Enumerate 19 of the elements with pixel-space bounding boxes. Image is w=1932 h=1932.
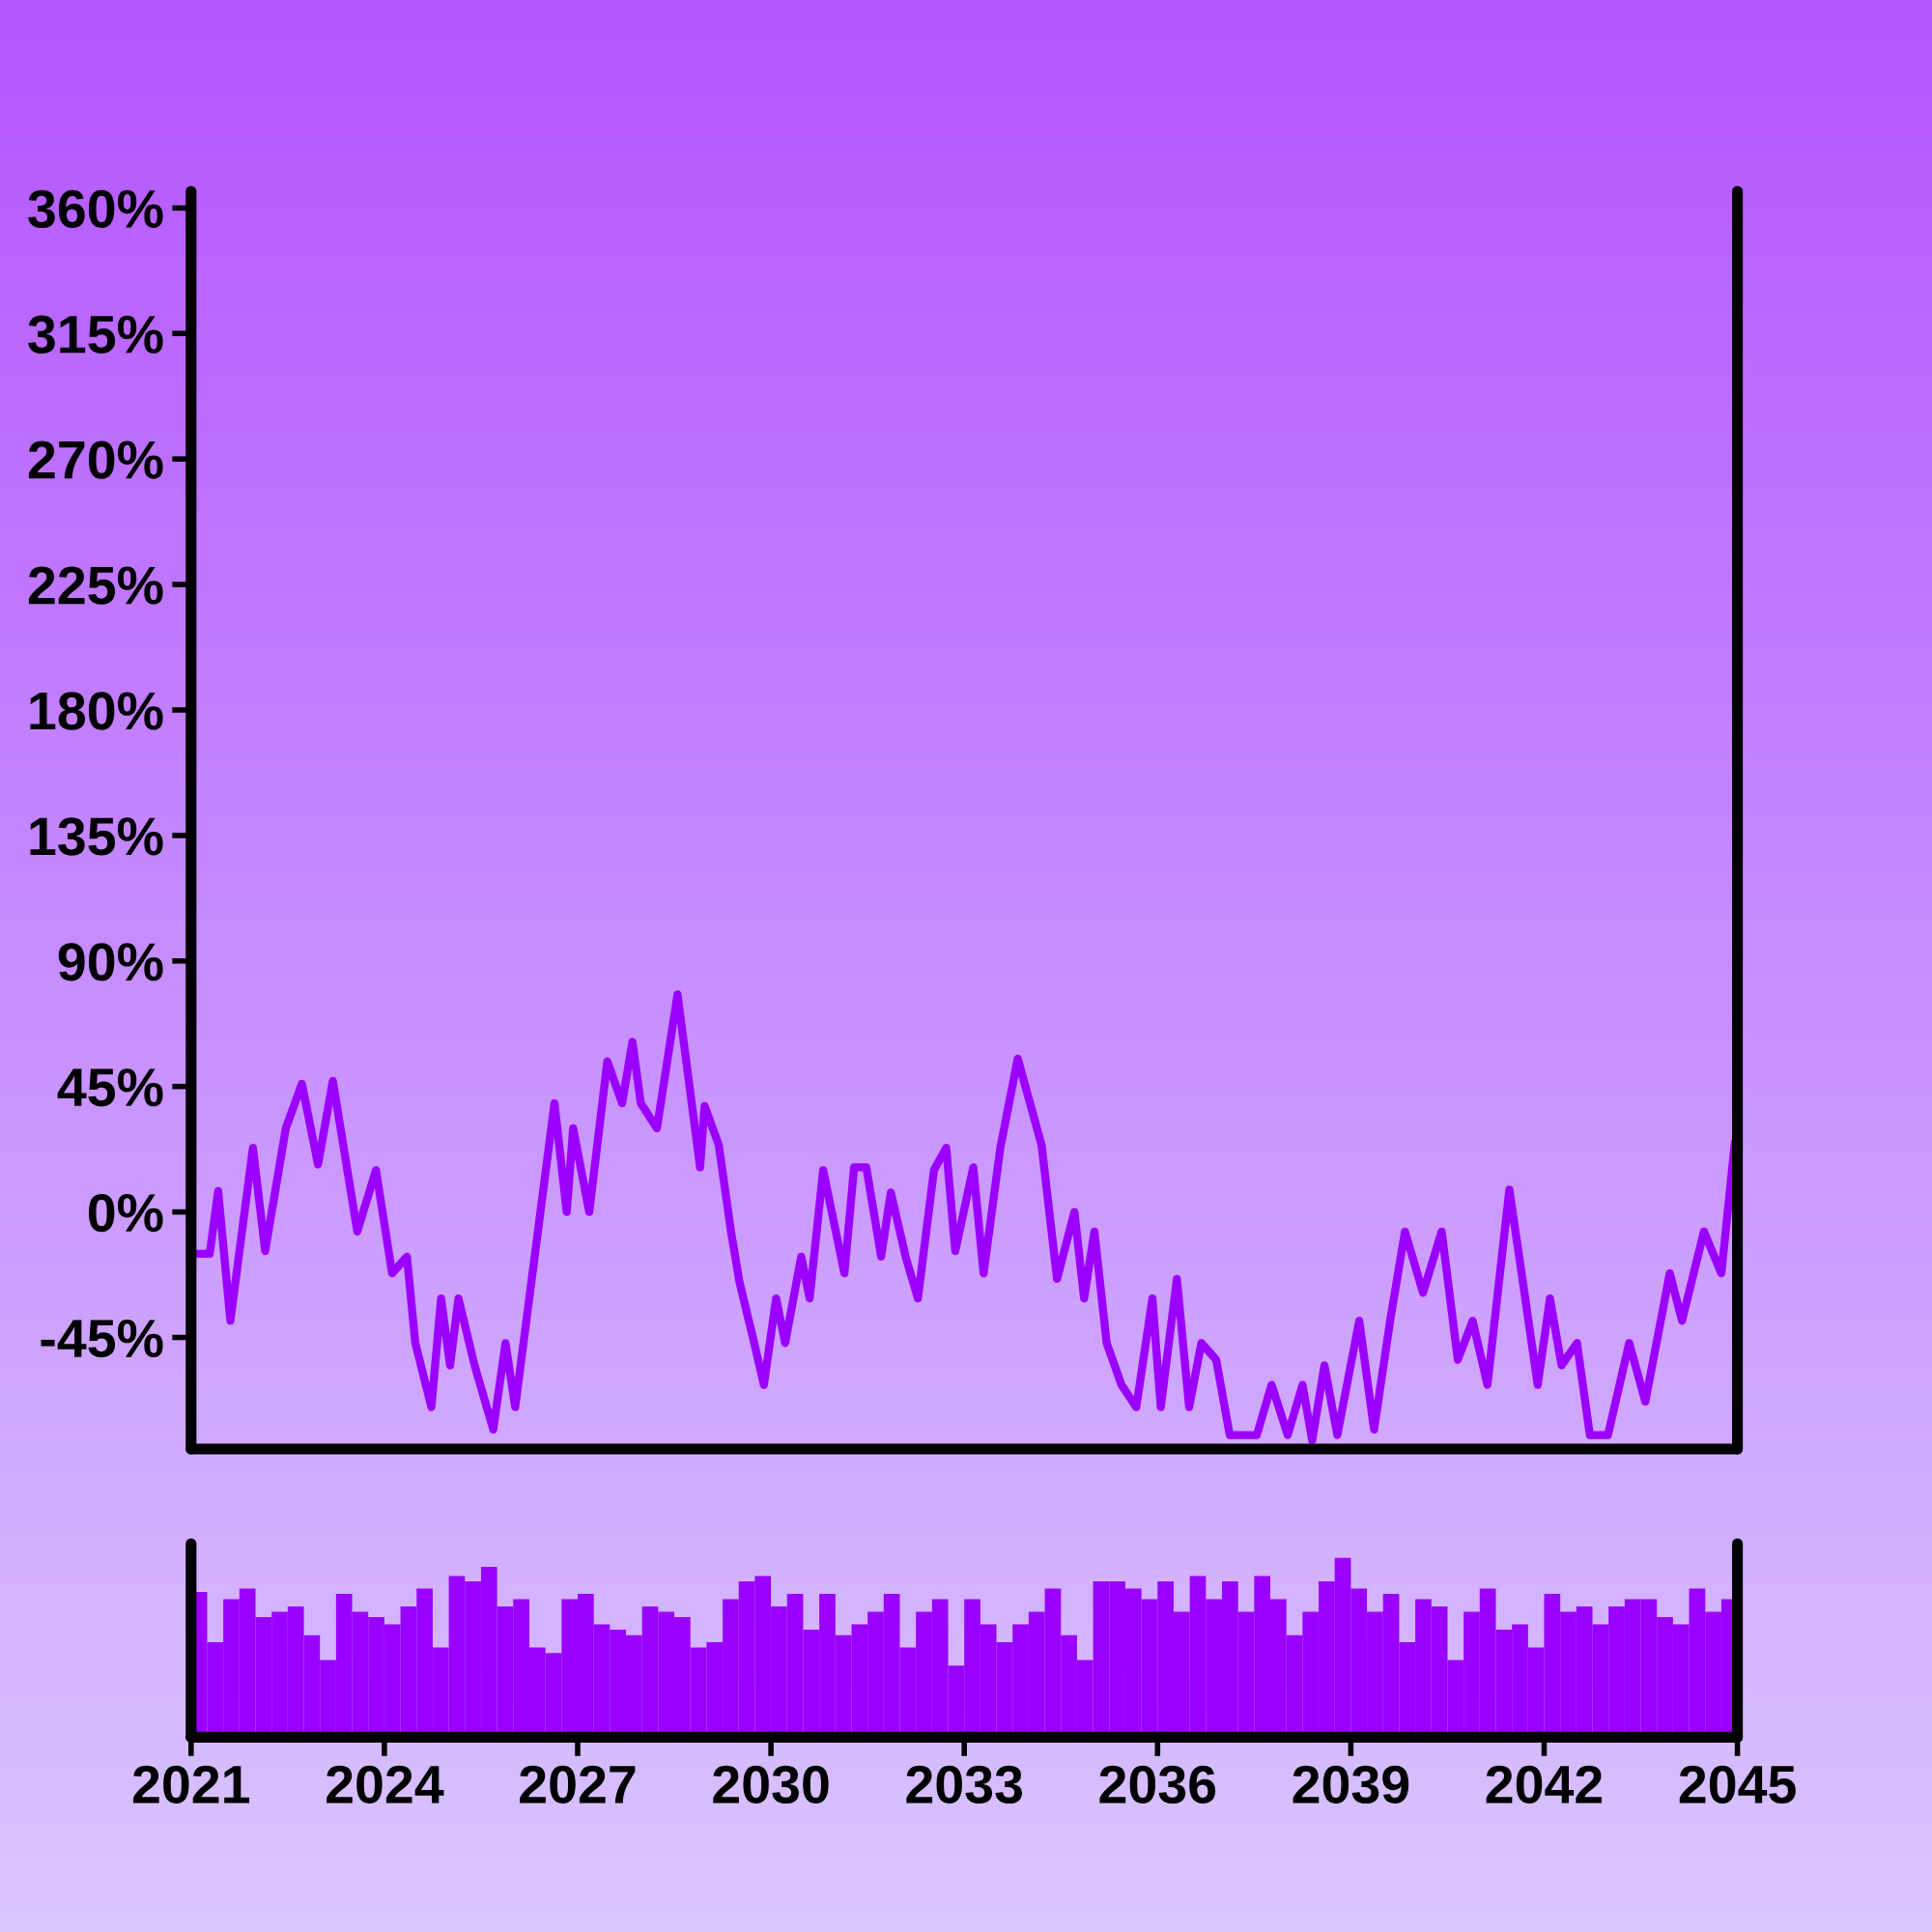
x-tick-label: 2039 xyxy=(1293,1765,1409,1804)
y-tick-label: 270% xyxy=(28,440,163,479)
x-tick-label: 2024 xyxy=(327,1765,444,1804)
y-tick-label: 90% xyxy=(58,943,163,981)
y-tick-label: 0% xyxy=(88,1193,163,1233)
y-tick-label: 360% xyxy=(28,189,163,229)
y-tick-label: 135% xyxy=(30,817,163,856)
x-tick-label: 2036 xyxy=(1099,1765,1216,1804)
x-tick-label: 2027 xyxy=(520,1765,636,1804)
x-tick-label: 2045 xyxy=(1679,1765,1796,1804)
x-tick-label: 2021 xyxy=(132,1765,250,1804)
x-tick-label: 2030 xyxy=(713,1765,829,1804)
y-tick-label: 180% xyxy=(30,692,163,730)
x-tick-label: 2042 xyxy=(1486,1765,1603,1804)
y-tick-label: 315% xyxy=(28,315,163,354)
y-tick-label: 45% xyxy=(57,1068,163,1107)
x-tick-label: 2033 xyxy=(906,1765,1022,1804)
y-tick-label: -45% xyxy=(41,1320,163,1358)
y-tick-label: 225% xyxy=(28,566,163,605)
